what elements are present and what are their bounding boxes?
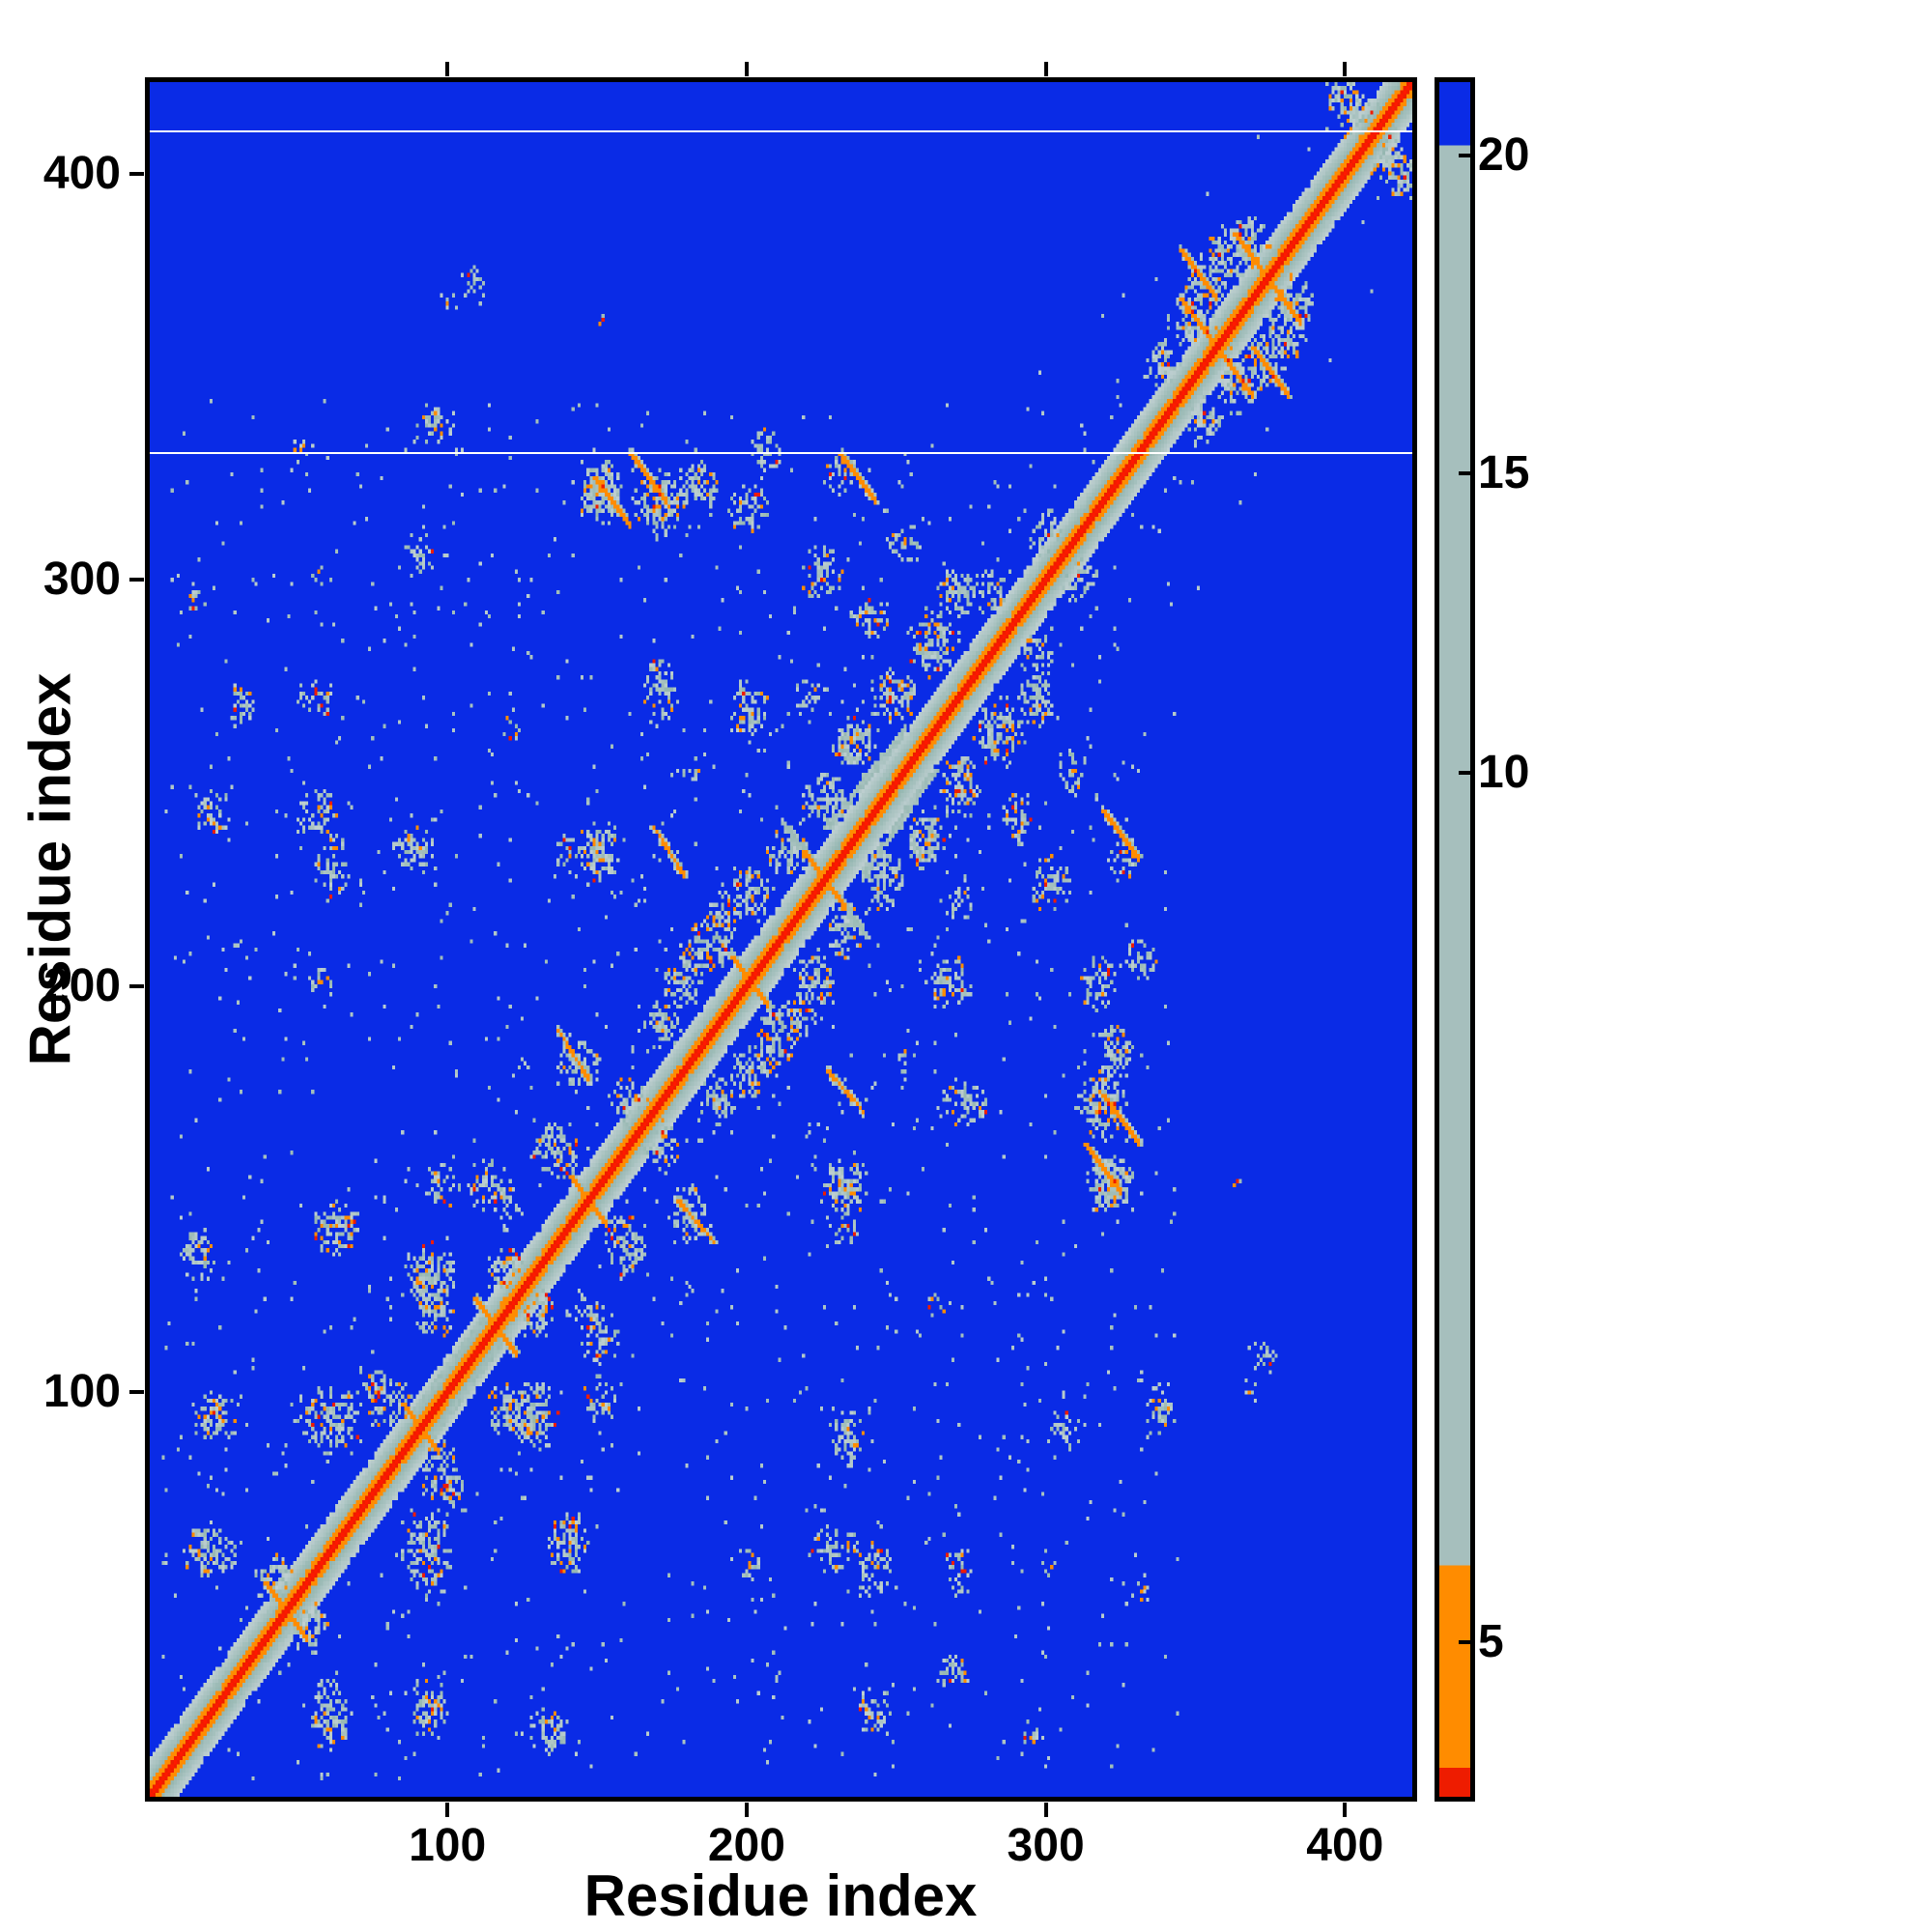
colorbar	[1435, 77, 1475, 1802]
x-tick-mark-top	[445, 62, 450, 76]
x-tick-label: 400	[1306, 1820, 1384, 1871]
colorbar-tick-mark	[1459, 771, 1470, 776]
colorbar-tick-label: 15	[1478, 446, 1530, 498]
x-tick-mark-top	[1043, 62, 1048, 76]
x-tick-mark-top	[744, 62, 749, 76]
colorbar-tick-label: 10	[1478, 747, 1530, 799]
y-tick-mark	[129, 1390, 144, 1395]
y-tick-label: 200	[43, 959, 121, 1011]
gap-line	[150, 451, 1412, 454]
y-tick-mark	[129, 983, 144, 988]
colorbar-tick-mark	[1459, 154, 1470, 158]
y-tick-mark	[129, 578, 144, 582]
x-tick-label: 300	[1007, 1820, 1085, 1871]
x-tick-mark-bottom	[744, 1803, 749, 1817]
x-tick-mark-bottom	[1043, 1803, 1048, 1817]
colorbar-tick-mark	[1459, 1640, 1470, 1645]
colorbar-tick-label: 5	[1478, 1616, 1504, 1668]
x-tick-label: 200	[707, 1820, 785, 1871]
x-tick-mark-bottom	[1343, 1803, 1348, 1817]
x-tick-label: 100	[409, 1820, 487, 1871]
x-tick-mark-bottom	[445, 1803, 450, 1817]
x-axis-label: Residue index	[583, 1863, 978, 1928]
colorbar-tick-label: 20	[1478, 129, 1530, 182]
y-tick-label: 400	[43, 147, 121, 199]
heatmap-plot	[145, 77, 1417, 1802]
y-tick-label: 300	[43, 554, 121, 606]
y-tick-mark	[129, 171, 144, 176]
gap-line	[150, 130, 1412, 133]
y-tick-label: 100	[43, 1366, 121, 1418]
x-tick-mark-top	[1343, 62, 1348, 76]
colorbar-tick-mark	[1459, 470, 1470, 475]
distance-map-canvas	[150, 82, 1412, 1797]
